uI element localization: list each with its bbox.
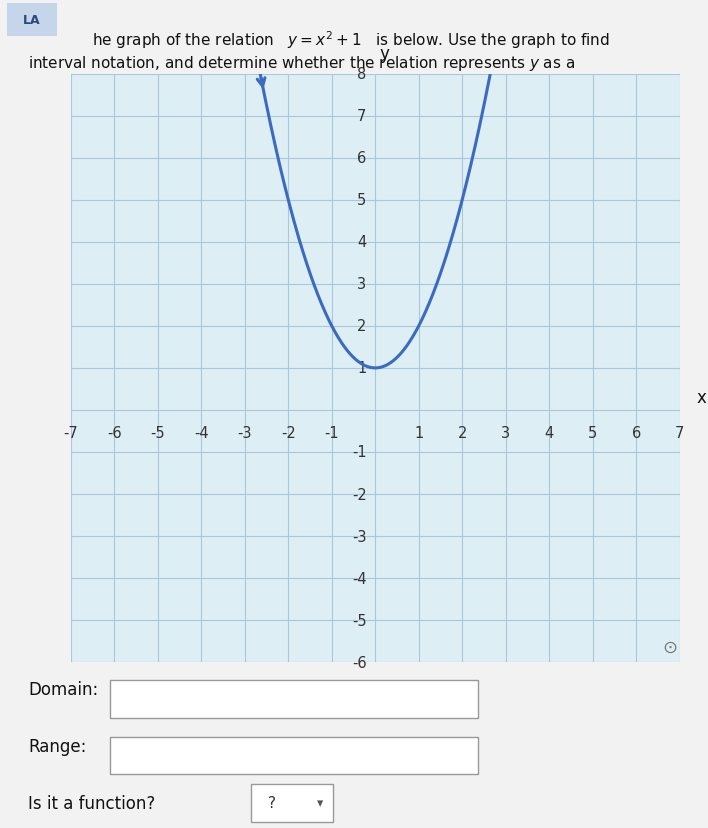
Text: -5: -5: [352, 613, 367, 628]
Text: 7: 7: [675, 425, 685, 440]
Text: 3: 3: [501, 425, 510, 440]
Text: ?: ?: [268, 796, 275, 811]
Text: 5: 5: [588, 425, 598, 440]
Text: -2: -2: [352, 487, 367, 502]
Text: 6: 6: [358, 151, 367, 166]
Text: -6: -6: [107, 425, 122, 440]
Text: -1: -1: [324, 425, 339, 440]
Text: -4: -4: [352, 571, 367, 586]
FancyBboxPatch shape: [110, 680, 478, 718]
Text: -5: -5: [151, 425, 165, 440]
Text: -6: -6: [352, 655, 367, 670]
Text: 5: 5: [358, 193, 367, 208]
Text: interval notation, and determine whether the relation represents $y$ as a: interval notation, and determine whether…: [28, 54, 576, 73]
Text: 6: 6: [632, 425, 641, 440]
Text: 7: 7: [357, 109, 367, 124]
Text: 8: 8: [358, 67, 367, 82]
Text: 4: 4: [544, 425, 554, 440]
Text: Domain:: Domain:: [28, 681, 98, 699]
Text: ⊙: ⊙: [663, 638, 678, 656]
Text: LA: LA: [23, 14, 40, 27]
Text: -7: -7: [64, 425, 78, 440]
FancyBboxPatch shape: [251, 784, 333, 821]
Text: 2: 2: [357, 319, 367, 334]
Text: 1: 1: [414, 425, 423, 440]
Text: Is it a function?: Is it a function?: [28, 794, 156, 811]
Text: -2: -2: [281, 425, 296, 440]
FancyBboxPatch shape: [5, 2, 59, 39]
Text: Range:: Range:: [28, 737, 86, 755]
Text: ▾: ▾: [317, 797, 323, 809]
Text: 3: 3: [358, 277, 367, 292]
Text: 4: 4: [358, 235, 367, 250]
Text: -3: -3: [352, 529, 367, 544]
Text: he graph of the relation   $y = x^2 + 1$   is below. Use the graph to find: he graph of the relation $y = x^2 + 1$ i…: [92, 29, 610, 51]
FancyBboxPatch shape: [110, 737, 478, 774]
Text: -4: -4: [194, 425, 209, 440]
Text: y: y: [379, 45, 389, 62]
Text: x: x: [697, 388, 707, 407]
Text: 2: 2: [457, 425, 467, 440]
Text: -1: -1: [352, 445, 367, 460]
Text: -3: -3: [237, 425, 252, 440]
Text: 1: 1: [358, 361, 367, 376]
